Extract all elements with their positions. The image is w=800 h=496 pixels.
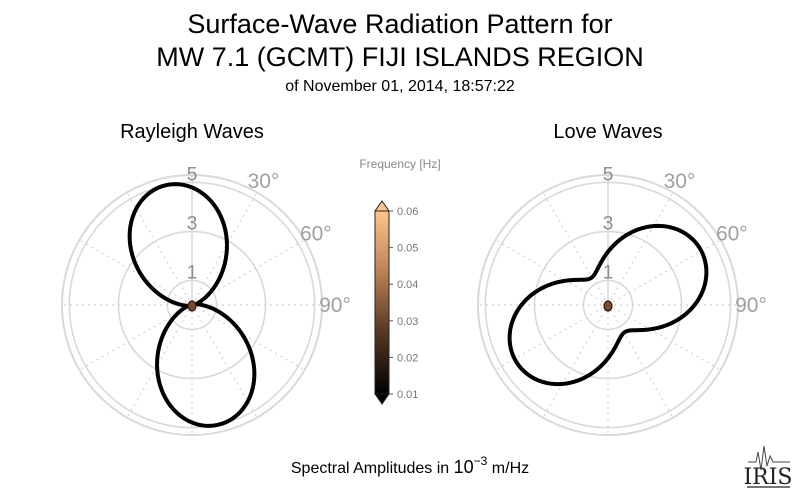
figure-title-line-2: MW 7.1 (GCMT) FIJI ISLANDS REGION — [156, 42, 644, 72]
rayleigh-r-tick-5: 5 — [187, 164, 198, 185]
rayleigh-angle-tick-90: 90° — [319, 294, 351, 317]
love-spoke-240 — [495, 304, 609, 371]
amplitude-units-label: Spectral Amplitudes in 10−3 m/Hz — [291, 454, 529, 477]
rayleigh-spoke-210 — [126, 304, 193, 418]
colorbar-tick-label: 0.05 — [397, 243, 418, 255]
colorbar-tick-label: 0.06 — [397, 206, 418, 218]
rayleigh-spoke-330 — [126, 192, 193, 306]
love-angle-tick-90: 90° — [735, 294, 767, 317]
love-r-tick-1: 1 — [603, 262, 614, 283]
rayleigh-angle-tick-30: 30° — [248, 170, 280, 193]
figure-title-line-3: of November 01, 2014, 18:57:22 — [285, 78, 515, 95]
love-amplitude-curve — [507, 223, 709, 387]
rayleigh-center-cluster — [187, 300, 197, 312]
rayleigh-polar-plot: 1 3 5 30° 60° 90° — [61, 164, 351, 436]
rayleigh-spoke-150 — [191, 304, 258, 418]
love-spoke-30 — [607, 192, 674, 306]
colorbar-title: Frequency [Hz] — [359, 157, 440, 171]
love-spoke-210 — [542, 304, 609, 418]
colorbar-tick-label: 0.01 — [397, 389, 418, 401]
love-center-cluster — [603, 300, 613, 312]
love-spoke-120 — [607, 304, 721, 371]
colorbar-tick-label: 0.03 — [397, 316, 418, 328]
love-angle-tick-30: 30° — [664, 170, 696, 193]
colorbar-tick-label: 0.04 — [397, 279, 418, 291]
love-spoke-330 — [542, 192, 609, 306]
love-r-tick-3: 3 — [603, 213, 614, 234]
rayleigh-amplitude-curve — [127, 182, 257, 428]
rayleigh-spoke-120 — [191, 304, 305, 371]
love-polar-plot: 1 3 5 30° 60° 90° — [477, 164, 767, 436]
colorbar-extend-bottom — [374, 393, 390, 405]
love-angle-tick-60: 60° — [716, 223, 748, 246]
colorbar-tick-label: 0.02 — [397, 352, 418, 364]
rayleigh-spoke-300 — [79, 239, 193, 306]
love-spoke-300 — [495, 239, 609, 306]
figure-title-line-1: Surface-Wave Radiation Pattern for — [187, 9, 612, 39]
love-spoke-60 — [607, 239, 721, 306]
rayleigh-r-tick-1: 1 — [187, 262, 198, 283]
rayleigh-r-tick-3: 3 — [187, 213, 198, 234]
colorbar-gradient — [374, 210, 390, 395]
iris-logo-text: IRIS — [743, 465, 792, 490]
iris-logo: IRIS — [743, 445, 793, 490]
love-spoke-150 — [607, 304, 674, 418]
rayleigh-spoke-60 — [191, 239, 305, 306]
rayleigh-angle-tick-60: 60° — [300, 223, 332, 246]
love-plot-title: Love Waves — [553, 121, 662, 143]
colorbar-extend-top — [374, 200, 390, 212]
love-r-tick-5: 5 — [603, 164, 614, 185]
rayleigh-spoke-240 — [79, 304, 193, 371]
frequency-colorbar: Frequency [Hz] 0.06 0.05 0.04 0.03 0.02 0.01 — [359, 157, 441, 405]
rayleigh-plot-title: Rayleigh Waves — [120, 121, 264, 143]
rayleigh-spoke-30 — [191, 192, 258, 306]
